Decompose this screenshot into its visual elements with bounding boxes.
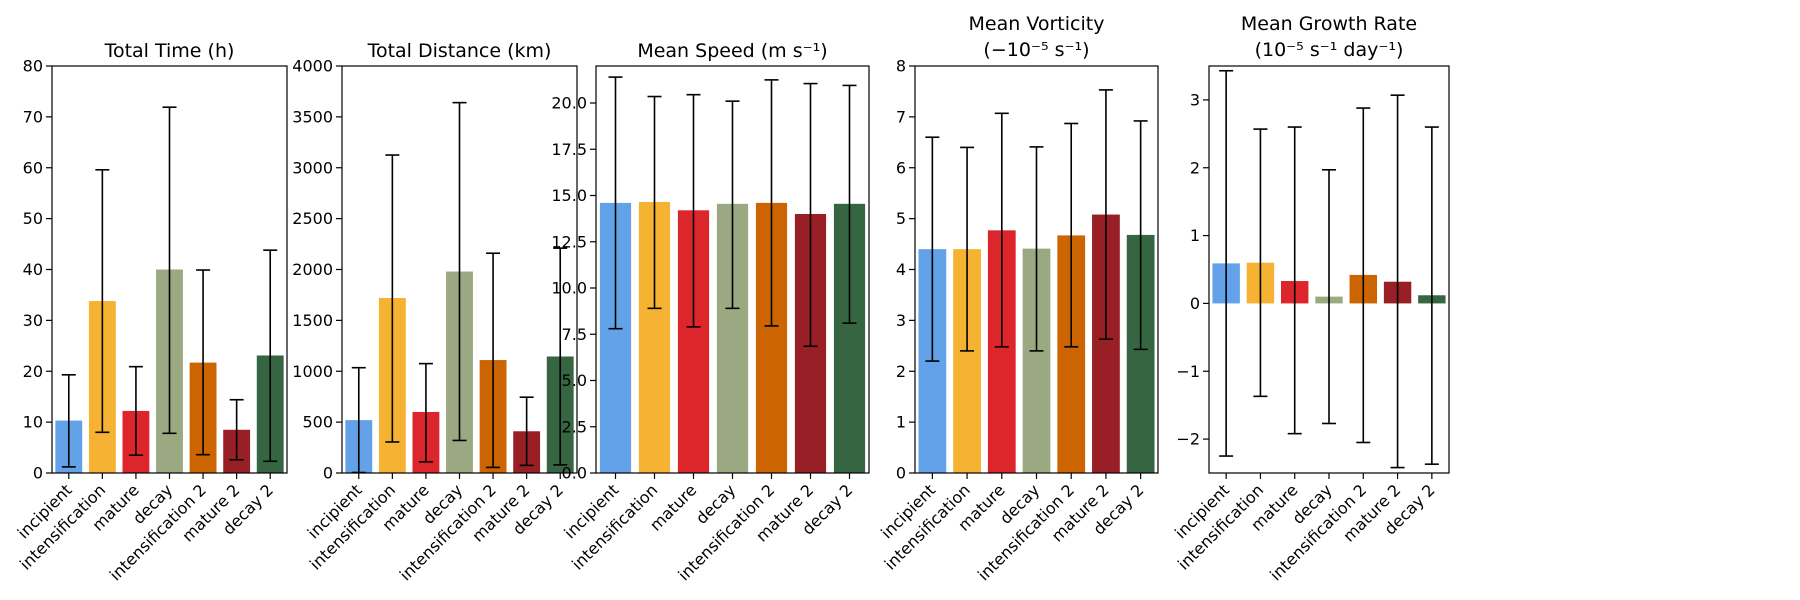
y-tick-label: 17.5: [551, 140, 587, 159]
chart-panel-4: 012345678incipientintensificationmatured…: [877, 13, 1159, 584]
y-tick-label: 7: [896, 107, 906, 126]
chart-panel-1: 01020304050607080incipientintensificatio…: [14, 40, 288, 584]
error-bar: [196, 269, 211, 456]
y-tick-label: 5: [896, 209, 906, 228]
chart-panel-2: 05001000150020002500300035004000incipien…: [292, 40, 578, 584]
error-bar: [608, 76, 623, 330]
y-tick-label: 1000: [292, 362, 333, 381]
y-tick-label: 0: [323, 464, 333, 483]
y-tick-label: −1: [1176, 362, 1200, 381]
error-bar: [764, 79, 779, 327]
y-tick-label: 20: [23, 362, 43, 381]
error-bar: [418, 362, 433, 463]
y-tick-label: 8: [896, 57, 906, 76]
y-tick-label: 5.0: [562, 371, 587, 390]
y-tick-label: 20.0: [551, 94, 587, 113]
chart-panel-3: 0.02.55.07.510.012.515.017.520.0incipien…: [551, 40, 870, 584]
y-tick-label: 1: [896, 413, 906, 432]
chart-title: Total Distance (km): [367, 40, 552, 62]
y-tick-label: 2500: [292, 209, 333, 228]
error-bar: [803, 82, 818, 348]
error-bar: [725, 100, 740, 310]
y-tick-label: 2: [896, 362, 906, 381]
error-bar: [1424, 126, 1439, 465]
y-tick-label: 6: [896, 158, 906, 177]
y-tick-label: −2: [1176, 430, 1200, 449]
y-tick-label: 30: [23, 311, 43, 330]
chart-title: Mean Vorticity: [969, 13, 1105, 35]
y-tick-label: 0: [33, 464, 43, 483]
error-bar: [1390, 94, 1405, 469]
chart-panel-5: −2−10123incipientintensificationmaturede…: [1171, 13, 1450, 584]
error-bar: [842, 84, 857, 324]
error-bar: [1253, 128, 1268, 398]
error-bar: [1219, 69, 1234, 457]
y-tick-label: 0.0: [562, 464, 587, 483]
error-bar: [128, 365, 143, 456]
y-tick-label: 3500: [292, 107, 333, 126]
error-bar: [519, 396, 534, 467]
error-bar: [960, 146, 975, 352]
error-bar: [925, 136, 940, 362]
y-tick-label: 2000: [292, 260, 333, 279]
chart-title: Mean Growth Rate: [1241, 13, 1417, 35]
y-tick-label: 2: [1190, 158, 1200, 177]
error-bar: [553, 247, 568, 466]
error-bar: [1356, 107, 1371, 444]
y-tick-label: 3: [896, 311, 906, 330]
error-bar: [994, 112, 1009, 348]
error-bar: [686, 93, 701, 328]
chart-subtitle: (10⁻⁵ s⁻¹ day⁻¹): [1255, 39, 1404, 61]
chart-title: Mean Speed (m s⁻¹): [637, 40, 827, 62]
error-bar: [1133, 120, 1148, 351]
y-tick-label: 1: [1190, 226, 1200, 245]
y-tick-label: 70: [23, 107, 43, 126]
error-bar: [647, 95, 662, 310]
y-tick-label: 1500: [292, 311, 333, 330]
y-tick-label: 60: [23, 158, 43, 177]
y-tick-label: 12.5: [551, 232, 587, 251]
error-bar: [61, 374, 76, 468]
error-bar: [452, 101, 467, 442]
y-tick-label: 50: [23, 209, 43, 228]
chart-subtitle: (−10⁻⁵ s⁻¹): [983, 39, 1089, 61]
error-bar: [1098, 89, 1113, 340]
error-bar: [229, 398, 244, 461]
y-tick-label: 15.0: [551, 186, 587, 205]
y-tick-label: 0: [896, 464, 906, 483]
y-tick-label: 10.0: [551, 279, 587, 298]
error-bar: [385, 154, 400, 443]
error-bar: [1287, 126, 1302, 435]
error-bar: [1322, 168, 1336, 425]
y-tick-label: 3000: [292, 158, 333, 177]
error-bar: [95, 168, 110, 434]
y-tick-label: 4000: [292, 57, 333, 76]
error-bar: [1029, 146, 1044, 352]
y-tick-label: 80: [23, 57, 43, 76]
error-bar: [486, 252, 501, 469]
error-bar: [162, 106, 177, 435]
y-tick-label: 2.5: [562, 417, 587, 436]
y-tick-label: 3: [1190, 90, 1200, 109]
y-tick-label: 40: [23, 260, 43, 279]
error-bar: [1064, 122, 1079, 348]
y-tick-label: 7.5: [562, 325, 587, 344]
y-tick-label: 10: [23, 413, 43, 432]
y-tick-label: 0: [1190, 294, 1200, 313]
error-bar: [263, 249, 278, 463]
y-tick-label: 4: [896, 260, 906, 279]
y-tick-label: 500: [302, 413, 333, 432]
chart-title: Total Time (h): [104, 40, 235, 62]
